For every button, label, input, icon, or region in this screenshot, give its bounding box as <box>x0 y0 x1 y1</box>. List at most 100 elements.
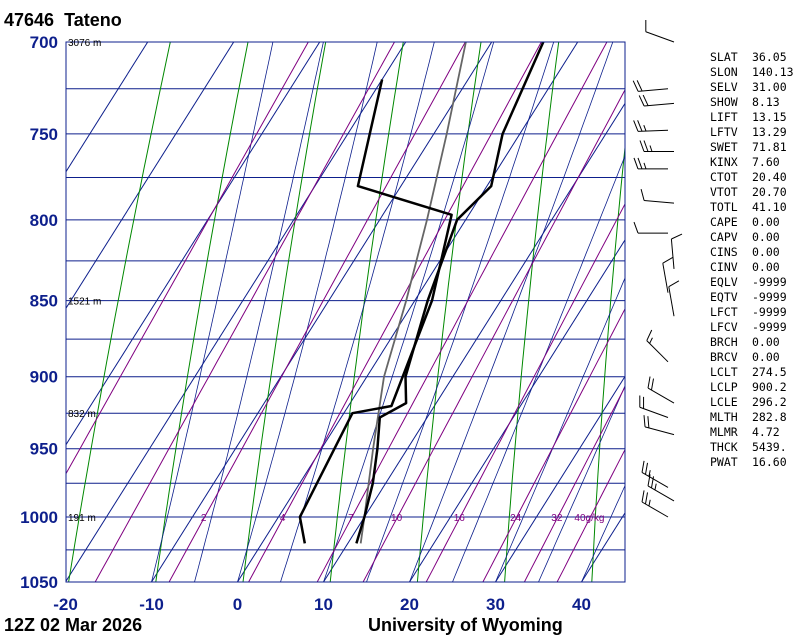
isotherm-line <box>323 102 625 582</box>
index-value: 36.05 <box>752 50 787 64</box>
wind-barb <box>641 460 669 488</box>
wind-barb-flag <box>650 378 655 391</box>
height-label: 832 m <box>68 409 96 420</box>
index-value: -9999 <box>752 290 787 304</box>
index-name: SLAT <box>710 50 738 64</box>
chart-grid <box>66 42 625 582</box>
wind-barb-flag <box>643 415 646 427</box>
wind-barb-flag <box>638 95 645 107</box>
index-row: SHOW 8.13 <box>710 95 800 110</box>
index-row: LFCT -9999 <box>710 305 800 320</box>
temperature-tick-label: 20 <box>400 595 419 614</box>
temperature-tick-label: 10 <box>314 595 333 614</box>
wind-barb-staff <box>662 263 669 293</box>
wind-barb-flag <box>671 233 683 240</box>
moist-adiabat-line <box>538 384 625 582</box>
index-value: 41.10 <box>752 200 787 214</box>
index-row: CINS 0.00 <box>710 245 800 260</box>
height-label: 3076 m <box>68 38 101 49</box>
dry-adiabat-line <box>416 42 482 582</box>
moist-adiabat-line <box>409 42 614 582</box>
mixing-ratio-line <box>66 42 309 475</box>
wind-barb-half-flag <box>643 162 647 170</box>
index-row: MLMR 4.72 <box>710 425 800 440</box>
mixing-ratio-label: 7 <box>348 513 354 524</box>
wind-barb-flag <box>644 492 649 505</box>
wind-barb-staff <box>647 485 675 502</box>
index-value: 282.8 <box>752 410 787 424</box>
wind-barb-flag <box>641 460 645 473</box>
index-row: LCLP 900.2 <box>710 380 800 395</box>
index-name: SWET <box>710 140 738 154</box>
pressure-tick-label: 900 <box>30 368 58 387</box>
index-name: MLTH <box>710 410 738 424</box>
mixing-ratio-line <box>168 42 466 582</box>
index-value: 5439. <box>752 440 787 454</box>
wind-barb-flag <box>641 490 645 503</box>
sounding-profiles <box>298 42 545 544</box>
index-row: VTOT 20.70 <box>710 185 800 200</box>
index-name: MLMR <box>710 425 738 439</box>
wind-barb-staff <box>645 31 675 43</box>
index-value: 8.13 <box>752 95 780 109</box>
index-name: THCK <box>710 440 738 454</box>
index-name: LIFT <box>710 110 738 124</box>
isotherm-line <box>66 42 235 310</box>
index-value: 16.60 <box>752 455 787 469</box>
temperature-tick-label: 30 <box>486 595 505 614</box>
moist-adiabat-line <box>366 42 555 582</box>
index-row: CTOT 20.40 <box>710 170 800 185</box>
mixing-ratio-line <box>482 307 625 582</box>
index-value: 20.40 <box>752 170 787 184</box>
index-name: KINX <box>710 155 738 169</box>
wind-barb <box>641 490 669 518</box>
dry-adiabat-line <box>504 42 560 582</box>
dry-adiabat-line <box>155 42 249 582</box>
chart-labels: 700 750 800 850 900 950 1000 1050 -20 -10 0 10 20 30 4… <box>20 33 604 614</box>
mixing-ratio-line <box>248 42 542 582</box>
mixing-ratio-label: 16 <box>454 513 466 524</box>
index-row: MLTH 282.8 <box>710 410 800 425</box>
moist-adiabat-line <box>581 484 625 582</box>
pressure-tick-label: 850 <box>30 292 58 311</box>
wind-barb <box>645 20 675 43</box>
wind-barb-flag <box>633 120 639 132</box>
isotherm-line <box>237 42 579 582</box>
mixing-ratio-label: 4 <box>280 513 286 524</box>
mixing-ratio-label: 40g/kg <box>574 513 604 524</box>
wind-barb-staff <box>670 238 675 269</box>
wind-barb-staff <box>644 102 675 107</box>
index-value: 0.00 <box>752 335 780 349</box>
wind-barb-flag <box>639 395 641 408</box>
index-value: 0.00 <box>752 215 780 229</box>
temperature-profile <box>355 42 545 544</box>
mixing-ratio-label: 32 <box>551 513 563 524</box>
wind-barb-flag <box>662 256 674 264</box>
wind-barb-flag <box>636 80 643 92</box>
wind-barb <box>639 395 669 418</box>
index-row: THCK 5439. <box>710 440 800 455</box>
wind-barb-staff <box>647 387 675 404</box>
wind-barb-staff <box>638 129 669 132</box>
index-name: CINS <box>710 245 738 259</box>
pressure-tick-label: 950 <box>30 440 58 459</box>
pressure-tick-label: 1000 <box>20 508 58 527</box>
temperature-tick-label: 40 <box>572 595 591 614</box>
mixing-ratio-line <box>556 448 625 582</box>
wind-barb-half-flag <box>643 124 647 132</box>
index-name: PWAT <box>710 455 738 469</box>
isotherm-line <box>66 42 407 582</box>
index-row: LIFT 13.15 <box>710 110 800 125</box>
mixing-ratio-line <box>425 202 625 582</box>
mixing-ratio-label: 2 <box>201 513 207 524</box>
dewpoint-profile <box>298 79 453 544</box>
wind-barb-flag <box>647 416 650 428</box>
wind-barb-staff <box>641 471 669 488</box>
index-name: CTOT <box>710 170 738 184</box>
index-value: -9999 <box>752 305 787 319</box>
wind-barb <box>633 120 669 132</box>
station-name: Tateno <box>64 10 122 30</box>
pressure-tick-label: 1050 <box>20 573 58 592</box>
index-row: SLON 140.13 <box>710 65 800 80</box>
index-value: 31.00 <box>752 80 787 94</box>
